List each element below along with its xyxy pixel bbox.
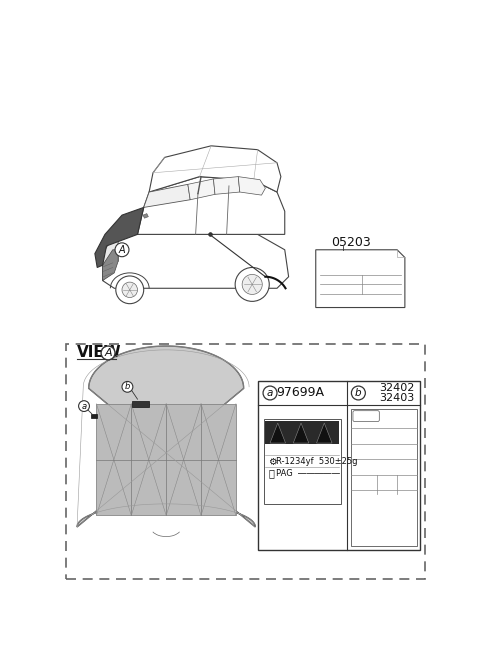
Polygon shape — [316, 423, 332, 443]
Circle shape — [116, 276, 144, 304]
Bar — [66, 344, 425, 579]
Polygon shape — [137, 177, 285, 235]
Circle shape — [351, 386, 365, 400]
Bar — [264, 419, 340, 504]
Circle shape — [263, 386, 277, 400]
Polygon shape — [103, 235, 118, 281]
Text: a: a — [82, 401, 86, 411]
Polygon shape — [149, 146, 281, 192]
Bar — [350, 409, 417, 546]
Text: 32403: 32403 — [380, 394, 415, 403]
Polygon shape — [77, 346, 255, 527]
Bar — [91, 414, 97, 419]
Polygon shape — [103, 250, 118, 281]
Polygon shape — [143, 214, 148, 218]
Polygon shape — [214, 177, 240, 194]
Text: A: A — [119, 245, 125, 255]
Polygon shape — [293, 423, 309, 443]
Text: ⚙: ⚙ — [268, 457, 277, 466]
Circle shape — [101, 346, 115, 360]
Bar — [132, 401, 149, 407]
Text: VIEW: VIEW — [77, 346, 121, 361]
Text: a: a — [267, 388, 273, 398]
Text: 32402: 32402 — [379, 382, 415, 393]
Polygon shape — [188, 179, 215, 200]
Circle shape — [79, 401, 89, 411]
Text: b: b — [355, 388, 362, 398]
Text: ⛏: ⛏ — [268, 468, 275, 478]
Circle shape — [122, 282, 137, 298]
Text: PAG  ―――――: PAG ――――― — [276, 468, 340, 478]
Polygon shape — [144, 185, 190, 208]
Polygon shape — [238, 177, 265, 195]
Bar — [258, 380, 420, 550]
Bar — [96, 404, 236, 516]
Text: 97699A: 97699A — [276, 386, 324, 399]
Text: A: A — [104, 348, 112, 358]
Bar — [265, 420, 339, 444]
Text: 05203: 05203 — [331, 236, 371, 248]
Circle shape — [242, 275, 262, 294]
Polygon shape — [270, 423, 286, 443]
Text: R-1234yf  530±25g: R-1234yf 530±25g — [276, 457, 358, 466]
Polygon shape — [103, 235, 288, 288]
Circle shape — [235, 267, 269, 302]
Polygon shape — [95, 208, 144, 267]
Polygon shape — [316, 250, 405, 307]
Circle shape — [115, 243, 129, 257]
Text: b: b — [125, 382, 130, 392]
Circle shape — [122, 382, 133, 392]
